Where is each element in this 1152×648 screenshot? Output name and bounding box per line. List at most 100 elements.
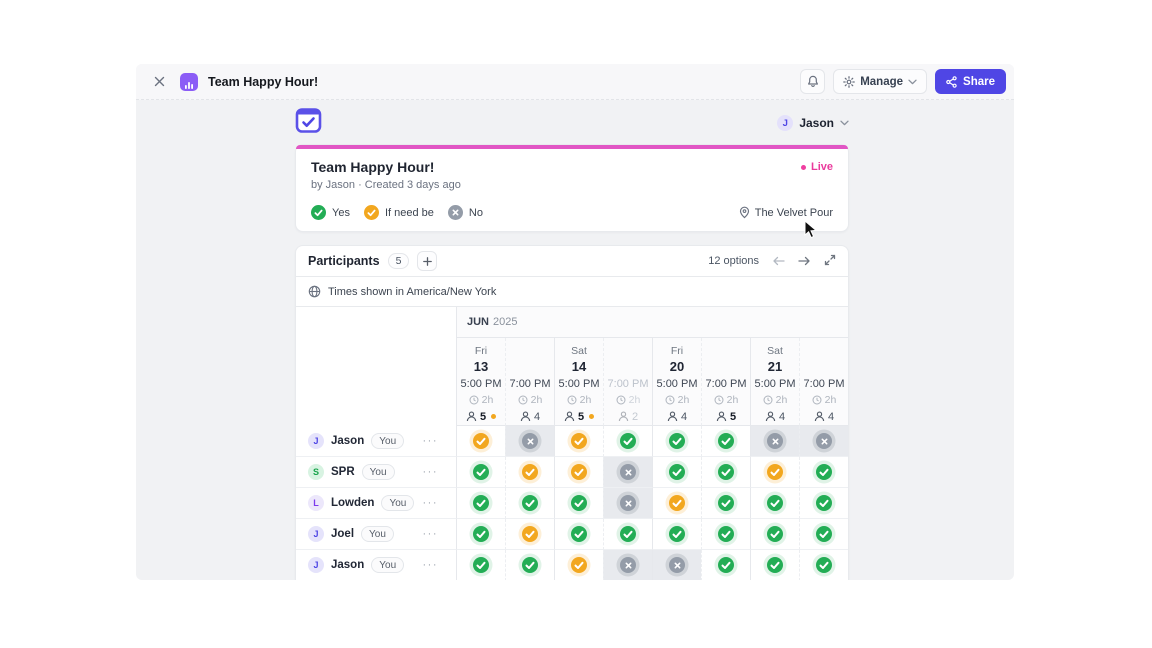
expand-button[interactable] bbox=[824, 254, 836, 268]
yes-check-icon bbox=[473, 464, 489, 480]
response-cell bbox=[701, 457, 750, 488]
response-cell bbox=[603, 426, 652, 457]
response-cell bbox=[750, 457, 799, 488]
response-cell bbox=[505, 488, 554, 519]
response-cell bbox=[701, 550, 750, 580]
slot-time-label: 7:00 PM bbox=[803, 377, 845, 390]
notifications-button[interactable] bbox=[800, 69, 826, 94]
slot-duration-label: 2h bbox=[763, 393, 787, 407]
response-legend: Yes If need be No bbox=[311, 205, 483, 220]
participants-header: Participants 5 12 options bbox=[296, 246, 848, 277]
slot-attendee-count: 4 bbox=[667, 409, 687, 425]
slot-time-label: 5:00 PM bbox=[754, 377, 796, 390]
prev-page-button[interactable] bbox=[772, 255, 785, 268]
event-location[interactable]: The Velvet Pour bbox=[739, 206, 833, 219]
ifneedbe-check-icon bbox=[767, 464, 783, 480]
availability-grid: JUN 2025 Fri 13 5:00 PM 2h 5 7:00 PM 2h 4 Sat 14 5:0… bbox=[296, 307, 848, 580]
response-cell bbox=[652, 426, 701, 457]
you-badge: You bbox=[381, 495, 415, 511]
chevron-down-icon bbox=[908, 79, 917, 84]
response-cell bbox=[603, 457, 652, 488]
response-cell bbox=[456, 488, 505, 519]
bell-icon bbox=[807, 75, 818, 87]
close-icon[interactable] bbox=[148, 71, 170, 93]
slot-day-label: Sat bbox=[767, 345, 783, 357]
yes-check-icon bbox=[620, 526, 636, 542]
response-cell bbox=[750, 488, 799, 519]
slot-header[interactable]: Sat 14 5:00 PM 2h 5 bbox=[554, 338, 603, 426]
yes-check-icon bbox=[311, 205, 326, 220]
slot-header[interactable]: 7:00 PM 2h 4 bbox=[505, 338, 554, 426]
slot-duration-label: 2h bbox=[616, 393, 640, 407]
ifneedbe-dot-icon bbox=[491, 414, 497, 420]
response-cell bbox=[652, 519, 701, 550]
live-dot-icon bbox=[800, 164, 806, 170]
no-x-icon bbox=[767, 433, 783, 449]
yes-check-icon bbox=[767, 495, 783, 511]
ifneedbe-check-icon bbox=[522, 464, 538, 480]
slot-date-label: 20 bbox=[669, 358, 685, 374]
participant-row: S SPR You ··· bbox=[296, 457, 456, 488]
slot-header[interactable]: 7:00 PM 2h 2 bbox=[603, 338, 652, 426]
ifneedbe-check-icon bbox=[571, 433, 587, 449]
header-row-spacer bbox=[296, 338, 456, 426]
slot-duration-label: 2h bbox=[469, 393, 493, 407]
slot-header[interactable]: Sat 21 5:00 PM 2h 4 bbox=[750, 338, 799, 426]
row-menu-button[interactable]: ··· bbox=[422, 497, 438, 509]
slot-date-label: 21 bbox=[767, 358, 783, 374]
event-byline: by Jason · Created 3 days ago bbox=[311, 179, 461, 191]
share-nodes-icon bbox=[946, 75, 957, 88]
row-menu-button[interactable]: ··· bbox=[422, 466, 438, 478]
response-cell bbox=[603, 519, 652, 550]
participant-avatar: J bbox=[308, 526, 324, 542]
slot-header[interactable]: 7:00 PM 2h 5 bbox=[701, 338, 750, 426]
manage-button[interactable]: Manage bbox=[833, 69, 928, 94]
ifneedbe-check-icon bbox=[363, 205, 379, 220]
slot-attendee-count: 4 bbox=[765, 409, 785, 425]
response-cell bbox=[799, 426, 848, 457]
yes-check-icon bbox=[816, 464, 832, 480]
slot-header[interactable]: Fri 20 5:00 PM 2h 4 bbox=[652, 338, 701, 426]
response-cell bbox=[505, 550, 554, 580]
timezone-row: Times shown in America/New York bbox=[296, 277, 848, 307]
response-cell bbox=[456, 519, 505, 550]
legend-yes: Yes bbox=[311, 205, 350, 220]
slot-header[interactable]: Fri 13 5:00 PM 2h 5 bbox=[456, 338, 505, 426]
no-x-icon bbox=[620, 495, 636, 511]
slot-duration-label: 2h bbox=[665, 393, 689, 407]
yes-check-icon bbox=[473, 557, 489, 573]
slot-duration-label: 2h bbox=[518, 393, 542, 407]
no-x-icon bbox=[447, 205, 463, 220]
plus-icon bbox=[423, 256, 432, 266]
you-badge: You bbox=[371, 557, 405, 573]
response-cell bbox=[652, 457, 701, 488]
yes-check-icon bbox=[473, 495, 489, 511]
participant-avatar: J bbox=[308, 557, 324, 573]
response-cell bbox=[554, 488, 603, 519]
share-button[interactable]: Share bbox=[935, 69, 1006, 94]
response-cell bbox=[505, 519, 554, 550]
slot-time-label: 7:00 PM bbox=[607, 377, 649, 390]
yes-check-icon bbox=[816, 526, 832, 542]
response-cell bbox=[554, 550, 603, 580]
no-x-icon bbox=[620, 557, 636, 573]
slot-time-label: 5:00 PM bbox=[460, 377, 502, 390]
slot-time-label: 5:00 PM bbox=[656, 377, 698, 390]
window-title: Team Happy Hour! bbox=[208, 74, 319, 89]
slot-header[interactable]: 7:00 PM 2h 4 bbox=[799, 338, 848, 426]
slot-time-label: 5:00 PM bbox=[558, 377, 600, 390]
row-menu-button[interactable]: ··· bbox=[422, 528, 438, 540]
yes-check-icon bbox=[767, 557, 783, 573]
yes-check-icon bbox=[816, 495, 832, 511]
participant-name: Joel bbox=[331, 528, 355, 540]
ifneedbe-check-icon bbox=[571, 464, 587, 480]
row-menu-button[interactable]: ··· bbox=[422, 559, 438, 571]
row-menu-button[interactable]: ··· bbox=[422, 435, 438, 447]
slot-duration-label: 2h bbox=[812, 393, 836, 407]
participant-name: Jason bbox=[331, 435, 365, 447]
user-menu[interactable]: J Jason bbox=[777, 115, 849, 131]
response-cell bbox=[603, 488, 652, 519]
add-participant-button[interactable] bbox=[417, 251, 438, 271]
slot-attendee-count: 2 bbox=[618, 409, 638, 425]
next-page-button[interactable] bbox=[798, 255, 811, 268]
